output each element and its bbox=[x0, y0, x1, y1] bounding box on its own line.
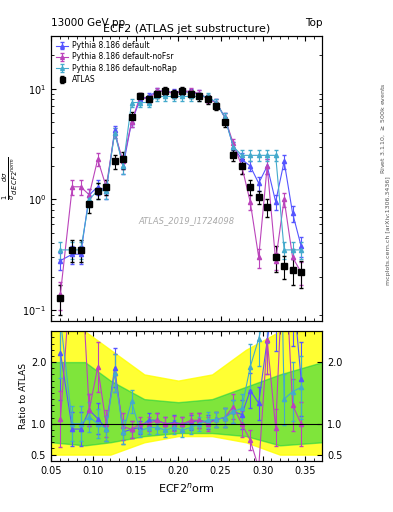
Text: mcplots.cern.ch [arXiv:1306.3436]: mcplots.cern.ch [arXiv:1306.3436] bbox=[386, 176, 391, 285]
Text: ATLAS_2019_I1724098: ATLAS_2019_I1724098 bbox=[139, 217, 235, 226]
Y-axis label: $\frac{1}{\sigma}\frac{d\sigma}{d\,ECF2^{norm}}$: $\frac{1}{\sigma}\frac{d\sigma}{d\,ECF2^… bbox=[1, 157, 20, 200]
Text: Top: Top bbox=[305, 18, 322, 28]
Title: ECF2 (ATLAS jet substructure): ECF2 (ATLAS jet substructure) bbox=[103, 24, 270, 34]
Legend: Pythia 8.186 default, Pythia 8.186 default-noFsr, Pythia 8.186 default-noRap, AT: Pythia 8.186 default, Pythia 8.186 defau… bbox=[55, 39, 178, 86]
Y-axis label: Ratio to ATLAS: Ratio to ATLAS bbox=[19, 363, 28, 429]
X-axis label: ECF2$^n$orm: ECF2$^n$orm bbox=[158, 481, 215, 495]
Text: 13000 GeV pp: 13000 GeV pp bbox=[51, 18, 125, 28]
Text: Rivet 3.1.10, $\geq$ 500k events: Rivet 3.1.10, $\geq$ 500k events bbox=[380, 82, 387, 174]
